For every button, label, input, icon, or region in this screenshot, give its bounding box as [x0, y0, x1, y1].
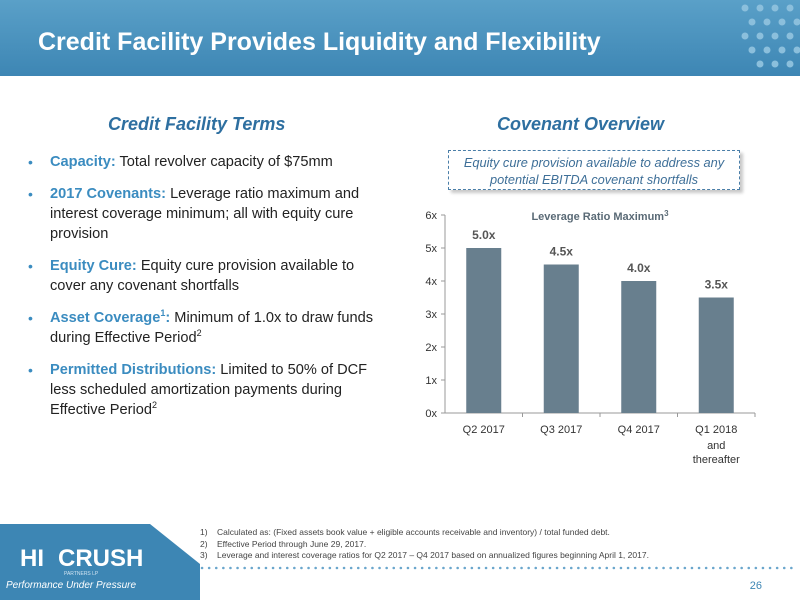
footer-dotted-line — [200, 566, 800, 570]
bullet-term: 2017 Covenants: — [50, 186, 166, 202]
y-tick-label: 1x — [425, 375, 437, 387]
y-tick-label: 5x — [425, 243, 437, 255]
bullet-2017-covenants: 2017 Covenants: Leverage ratio maximum a… — [28, 184, 373, 244]
footnote-ref: 1 — [160, 308, 166, 319]
leverage-ratio-chart: 0x 1x 2x 3x 4x 5x 6x Leverage Ratio Maximum3 5.0… — [425, 209, 756, 466]
chart-title: Leverage Ratio Maximum3 — [531, 209, 669, 223]
bullet-text: Leverage ratio maximum and interest cove… — [50, 186, 360, 242]
y-tick-label: 6x — [425, 210, 437, 222]
svg-text:CRUSH: CRUSH — [58, 545, 143, 572]
footnote-ref: 2 — [151, 400, 157, 411]
terms-bullet-list: Capacity: Total revolver capacity of $75… — [28, 152, 373, 432]
footnote-number: 2) — [200, 538, 208, 549]
bar-data-label: 5.0x — [472, 228, 496, 242]
x-tick-sublabel: thereafter — [693, 454, 740, 466]
bar — [698, 297, 734, 413]
bullet-term: Equity Cure: — [50, 258, 137, 274]
bar-data-label: 3.5x — [705, 278, 729, 292]
bullet-equity-cure: Equity Cure: Equity cure provision avail… — [28, 256, 373, 296]
page-number: 26 — [749, 580, 762, 592]
x-tick-label: Q4 2017 — [618, 424, 660, 436]
footnote-number: 1) — [200, 527, 208, 537]
x-tick-sublabel: and — [707, 440, 725, 452]
footnote-text: Leverage and interest coverage ratios fo… — [217, 550, 649, 560]
y-tick-label: 4x — [425, 276, 437, 288]
company-logo: HI CRUSH PARTNERS LP Performance Under P… — [0, 524, 200, 600]
svg-text:PARTNERS LP: PARTNERS LP — [64, 571, 99, 577]
footnote-ref: 2 — [196, 328, 202, 339]
bullet-text: Limited to 50% of DCF less scheduled amo… — [50, 362, 368, 418]
x-tick-label: Q1 2018 — [695, 424, 737, 436]
y-tick-label: 0x — [425, 408, 437, 420]
bullet-term: Permitted Distributions: — [50, 362, 217, 378]
footnote: 1) Calculated as: (Fixed assets book val… — [200, 527, 649, 539]
slide-title: Credit Facility Provides Liquidity and F… — [38, 28, 601, 56]
equity-cure-callout: Equity cure provision available to addre… — [448, 150, 740, 190]
chart-title-footnote-ref: 3 — [664, 209, 669, 218]
footnote-text: Effective Period through June 29, 2017. — [217, 538, 367, 549]
x-tick-label: Q2 2017 — [463, 424, 505, 436]
decorative-dots — [741, 4, 800, 68]
x-tick-label: Q3 2017 — [540, 424, 582, 436]
bar — [543, 264, 579, 413]
bullet-term: Asset Coverage — [50, 310, 161, 326]
bullet-term: Capacity: — [50, 154, 116, 170]
bullet-text: Total revolver capacity of $75mm — [119, 154, 333, 170]
y-tick-label: 2x — [425, 342, 437, 354]
bullet-asset-coverage: Asset Coverage1: Minimum of 1.0x to draw… — [28, 308, 373, 348]
slide-header: Credit Facility Provides Liquidity and F… — [0, 0, 800, 76]
covenant-overview-heading: Covenant Overview — [497, 114, 665, 134]
footnote: 2) Effective Period through June 29, 201… — [200, 539, 649, 551]
bullet-permitted-distributions: Permitted Distributions: Limited to 50% … — [28, 360, 373, 420]
bar-data-label: 4.5x — [550, 245, 574, 259]
bullet-capacity: Capacity: Total revolver capacity of $75… — [28, 152, 373, 172]
bar — [466, 248, 502, 413]
svg-text:HI: HI — [20, 545, 44, 572]
y-tick-label: 3x — [425, 309, 437, 321]
footnotes: 1) Calculated as: (Fixed assets book val… — [200, 527, 649, 562]
footnote-text: Calculated as: (Fixed assets book value … — [217, 527, 610, 537]
credit-facility-terms-heading: Credit Facility Terms — [108, 114, 286, 134]
svg-text:Performance Under Pressure: Performance Under Pressure — [6, 580, 136, 591]
bullet-text: Equity cure provision available to cover… — [50, 258, 355, 294]
footnote-number: 3) — [200, 550, 208, 560]
bullet-term-colon: : — [165, 310, 171, 326]
bar-data-label: 4.0x — [627, 261, 651, 275]
bullet-text: Minimum of 1.0x to draw funds during Eff… — [50, 310, 373, 346]
footnote: 3) Leverage and interest coverage ratios… — [200, 550, 649, 562]
bar — [621, 281, 657, 413]
